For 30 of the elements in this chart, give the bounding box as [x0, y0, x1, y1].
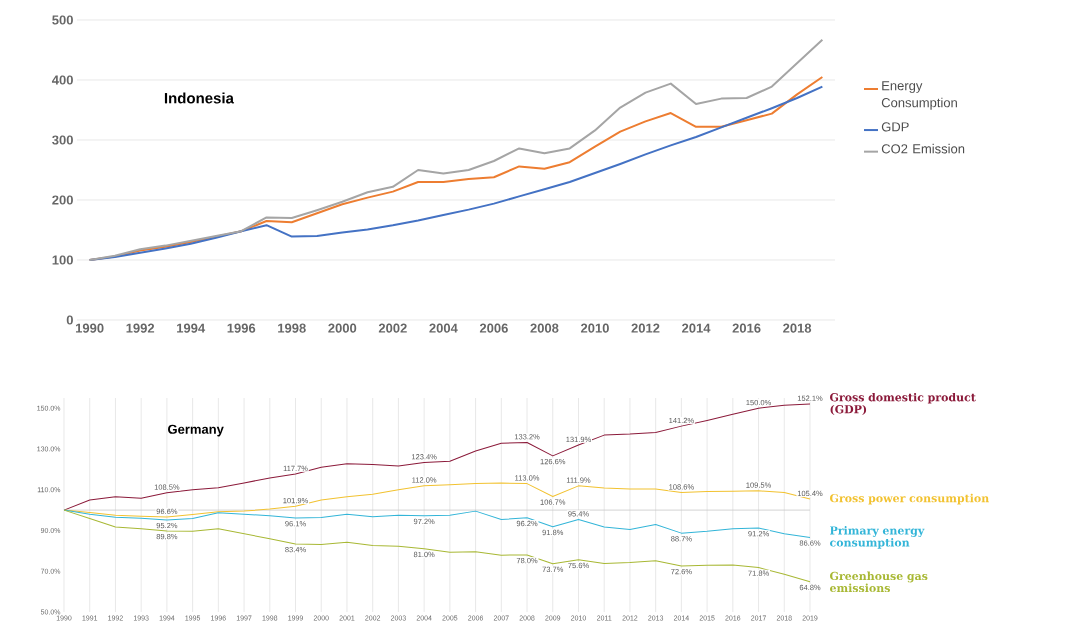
x-tick-label: 2018: [783, 323, 812, 333]
legend-label: CO2 Emission: [881, 143, 965, 154]
y-tick-label: 500: [52, 15, 73, 25]
x-tick-label: 1998: [278, 323, 306, 333]
x-tick-label: 2008: [530, 323, 559, 333]
text: Germany: [168, 424, 224, 437]
y-tick-label: 100: [52, 255, 73, 265]
series-label: Gross power consumption: [829, 493, 989, 505]
y-tick-label: 300: [52, 135, 73, 145]
x-tick-label: 1992: [126, 323, 155, 333]
x-tick-label: 1994: [177, 323, 206, 333]
y-tick-label: 400: [51, 75, 73, 85]
series-label: Greenhouse gas emissions: [829, 571, 928, 593]
x-tick-label: 2012: [631, 323, 660, 333]
x-tick-label: 2002: [378, 323, 407, 333]
x-tick-label: 1990: [75, 323, 104, 333]
x-tick-label: 2016: [732, 323, 761, 333]
x-tick-label: 2010: [580, 323, 609, 333]
x-tick-label: 1996: [227, 323, 256, 333]
legend-label: Energy Consumption: [881, 81, 957, 110]
x-tick-label: 2006: [479, 323, 508, 333]
y-tick-label: 200: [52, 195, 73, 205]
series-label: Primary energy consumption: [829, 526, 925, 549]
x-tick-label: 2014: [682, 323, 711, 333]
x-tick-label: 2000: [328, 323, 357, 333]
y-tick-label: 0: [66, 315, 73, 325]
series-label: Gross domestic product (GDP): [829, 392, 976, 415]
legend-label: GDP: [881, 122, 909, 132]
text: Indonesia: [164, 92, 235, 104]
x-tick-label: 2004: [429, 323, 458, 333]
